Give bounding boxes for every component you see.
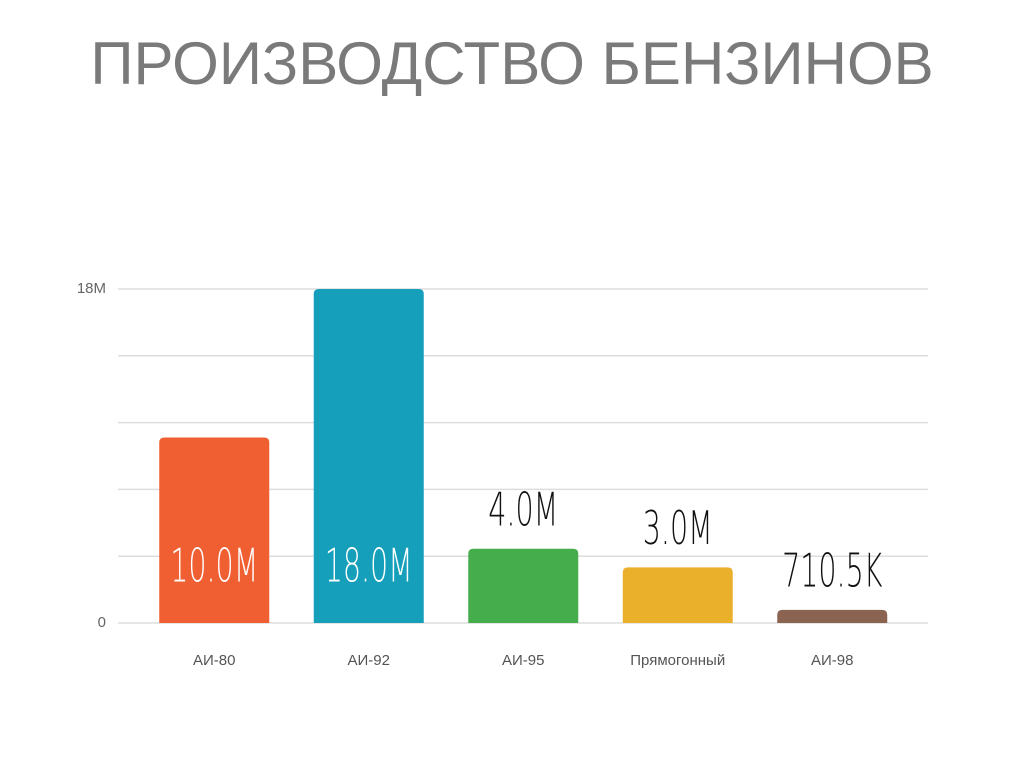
- y-tick-label: 18M: [77, 280, 106, 297]
- value-label: 710.5K: [782, 544, 882, 598]
- x-tick-label: АИ-80: [193, 652, 235, 669]
- bar: [468, 548, 579, 623]
- bar: [313, 289, 424, 623]
- chart-title: ПРОИЗВОДСТВО БЕНЗИНОВ: [90, 30, 933, 97]
- y-tick-label: 0: [98, 614, 106, 631]
- bar: [159, 437, 270, 623]
- x-tick-label: АИ-98: [811, 652, 853, 669]
- value-label: 10.0M: [170, 540, 258, 594]
- value-label: 3.0M: [643, 502, 713, 556]
- value-label: 4.0M: [488, 483, 558, 537]
- bar: [622, 567, 733, 623]
- x-tick-label: АИ-92: [348, 652, 390, 669]
- bar: [777, 609, 888, 623]
- x-tick-label: Прямогонный: [630, 652, 725, 669]
- x-tick-label: АИ-95: [502, 652, 544, 669]
- value-label: 18.0M: [325, 540, 413, 594]
